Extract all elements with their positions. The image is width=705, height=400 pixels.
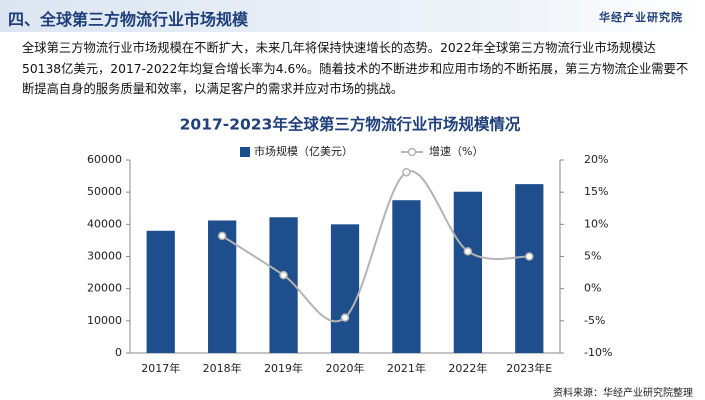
- x-tick-label: 2021年: [387, 361, 426, 375]
- y2-tick-label: -10%: [584, 346, 612, 359]
- y-tick-label: 50000: [87, 185, 122, 198]
- line-marker: [217, 231, 227, 241]
- section-title: 四、全球第三方物流行业市场规模: [8, 10, 249, 29]
- bar: [453, 191, 482, 353]
- y-tick-label: 0: [115, 346, 122, 359]
- bar: [269, 217, 298, 353]
- y2-tick-label: 0%: [584, 282, 601, 295]
- y2-tick-label: 10%: [584, 217, 608, 230]
- brand: 华经产业研究院: [599, 11, 683, 24]
- legend-swatch: [240, 147, 250, 157]
- header-bar: 四、全球第三方物流行业市场规模 华经产业研究院: [0, 0, 705, 32]
- source-note: 资料来源：华经产业研究院整理: [553, 388, 693, 399]
- paragraph: 全球第三方物流行业市场规模在不断扩大，未来几年将保持快速增长的态势。2022年全…: [22, 41, 689, 96]
- x-tick-label: 2019年: [264, 361, 303, 375]
- line-marker: [402, 167, 411, 177]
- bar: [515, 184, 544, 353]
- bar: [146, 230, 175, 353]
- y-tick-label: 30000: [87, 250, 122, 263]
- x-tick-label: 2022年: [448, 361, 487, 375]
- y-tick-label: 10000: [87, 314, 122, 327]
- bar: [208, 220, 237, 353]
- y-tick-label: 60000: [87, 153, 122, 166]
- x-tick-label: 2023年E: [506, 361, 552, 375]
- y2-tick-label: 20%: [584, 153, 608, 166]
- y2-tick-label: 15%: [584, 185, 608, 198]
- line: [221, 170, 530, 323]
- bar: [392, 200, 421, 353]
- y-tick-label: 40000: [87, 217, 122, 230]
- legend-label: 增速（%）: [429, 144, 483, 158]
- line-marker: [463, 247, 473, 256]
- chart-title: 2017-2023年全球第三方物流行业市场规模情况: [180, 115, 521, 134]
- line-marker: [340, 313, 350, 322]
- line-marker: [279, 270, 288, 280]
- y2-tick-label: 5%: [584, 250, 601, 263]
- legend-marker: [407, 147, 417, 157]
- x-tick-label: 2018年: [203, 361, 242, 375]
- bar: [330, 224, 360, 353]
- x-tick-label: 2017年: [141, 361, 180, 375]
- line-marker: [525, 252, 534, 261]
- y2-tick-label: -5%: [584, 314, 605, 327]
- y-tick-label: 20000: [87, 282, 122, 295]
- legend-label: 市场规模（亿美元）: [254, 144, 353, 158]
- x-tick-label: 2020年: [326, 361, 365, 375]
